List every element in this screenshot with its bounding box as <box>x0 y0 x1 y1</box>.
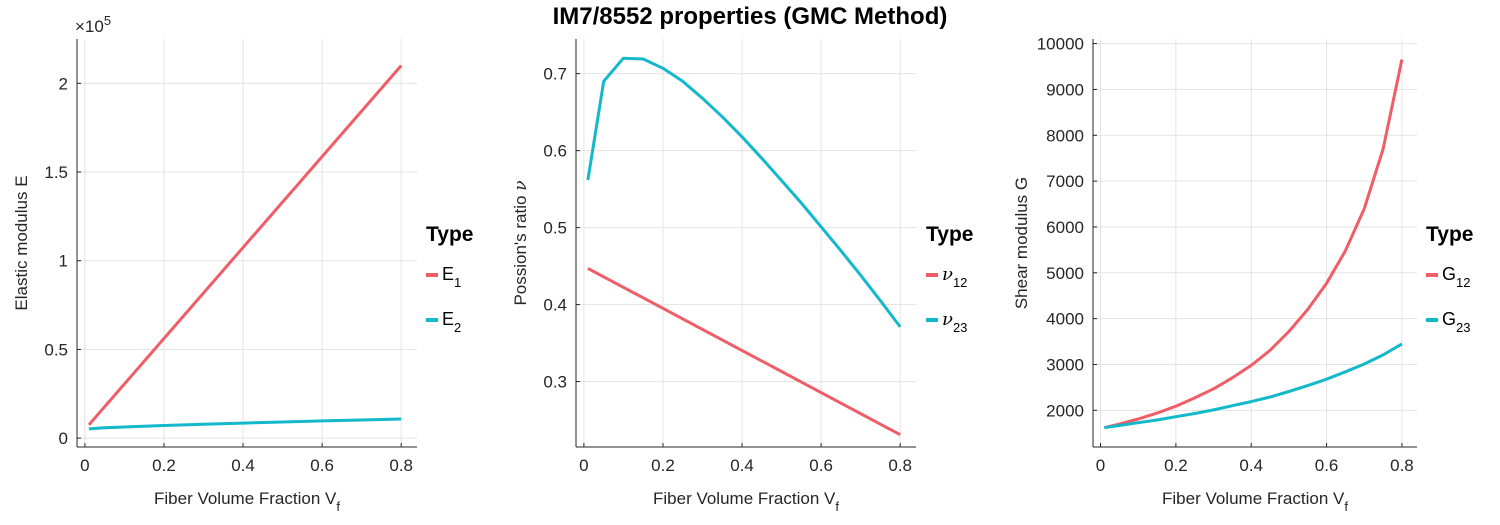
y-tick-label: 0.7 <box>543 65 567 84</box>
legend: Type G12 G23 <box>1426 223 1473 335</box>
legend-entry: ν12 <box>942 264 967 290</box>
series-line-23 <box>1104 342 1403 430</box>
x-tick-label: 0.4 <box>730 456 754 475</box>
page-title: IM7/8552 properties (GMC Method) <box>552 3 948 30</box>
x-axis-label: Fiber Volume Fraction Vf <box>154 489 340 514</box>
y-tick-label: 9000 <box>1046 80 1084 99</box>
legend: Type ν12 ν23 <box>926 223 973 335</box>
y-tick-label: 6000 <box>1046 218 1084 237</box>
x-tick-label: 0.8 <box>389 456 413 475</box>
chart-panel-1: 0 0.2 0.4 0.6 0.8 0 0.5 1 1.5 2 ×105 Fiber Volume F… <box>12 13 473 514</box>
y-tick-label: 2 <box>59 74 68 93</box>
y-tick-label: 0.4 <box>543 296 567 315</box>
y-tick-label: 8000 <box>1046 126 1084 145</box>
x-tick-label: 0.2 <box>152 456 176 475</box>
y-axis-label: Possion's ratio ν <box>511 180 531 305</box>
series-line-1 <box>87 64 403 426</box>
legend-entry: G12 <box>1442 264 1470 290</box>
legend-title: Type <box>926 223 973 246</box>
y-tick-label: 0.5 <box>543 219 567 238</box>
x-tick-label: 0.4 <box>1239 456 1263 475</box>
y-tick-label: 3000 <box>1046 355 1084 374</box>
y-tick-label: 1.5 <box>44 163 68 182</box>
x-tick-label: 0.2 <box>651 456 675 475</box>
x-tick-label: 0.2 <box>1164 456 1188 475</box>
y-axis-label: Shear modulus G <box>1012 177 1031 309</box>
series-line-23 <box>586 56 902 328</box>
series-line-2 <box>88 417 402 431</box>
y-tick-label: 0.3 <box>543 373 567 392</box>
y-axis-label: Elastic modulus E <box>12 175 31 310</box>
y-tick-label: 5000 <box>1046 264 1084 283</box>
x-tick-label: 0 <box>80 456 89 475</box>
x-tick-label: 0.8 <box>1390 456 1414 475</box>
legend-title: Type <box>426 223 473 246</box>
y-tick-label: 0 <box>59 429 68 448</box>
y-tick-label: 4000 <box>1046 310 1084 329</box>
y-tick-label: 0.5 <box>44 340 68 359</box>
legend: Type E1 E2 <box>426 223 473 335</box>
x-tick-label: 0.4 <box>231 456 255 475</box>
y-tick-label: 2000 <box>1046 401 1084 420</box>
legend-title: Type <box>1426 223 1473 246</box>
legend-entry: E2 <box>442 309 461 335</box>
legend-entry: G23 <box>1442 309 1470 335</box>
x-tick-label: 0 <box>1096 456 1105 475</box>
x-tick-label: 0 <box>579 456 588 475</box>
legend-entry: ν23 <box>942 309 967 335</box>
chart-panel-2: 0 0.2 0.4 0.6 0.8 0.3 0.4 0.5 0.6 0.7 Fiber Volume… <box>511 39 973 514</box>
x-tick-label: 0.6 <box>310 456 334 475</box>
chart-panel-3: 0 0.2 0.4 0.6 0.8 2000 3000 4000 5000 6000 7000 800… <box>1012 35 1473 514</box>
x-tick-label: 0.6 <box>1315 456 1339 475</box>
y-tick-label: 7000 <box>1046 172 1084 191</box>
y-exponent-label: ×105 <box>75 13 111 36</box>
x-tick-label: 0.8 <box>888 456 912 475</box>
y-tick-label: 1 <box>59 252 68 271</box>
x-axis-label: Fiber Volume Fraction Vf <box>1162 489 1348 514</box>
legend-entry: E1 <box>442 264 461 290</box>
series-line-12 <box>587 267 901 437</box>
x-axis-label: Fiber Volume Fraction Vf <box>653 489 839 514</box>
y-tick-label: 0.6 <box>543 142 567 161</box>
series-line-12 <box>1103 59 1404 430</box>
y-tick-label: 10000 <box>1037 35 1084 54</box>
x-tick-label: 0.6 <box>809 456 833 475</box>
